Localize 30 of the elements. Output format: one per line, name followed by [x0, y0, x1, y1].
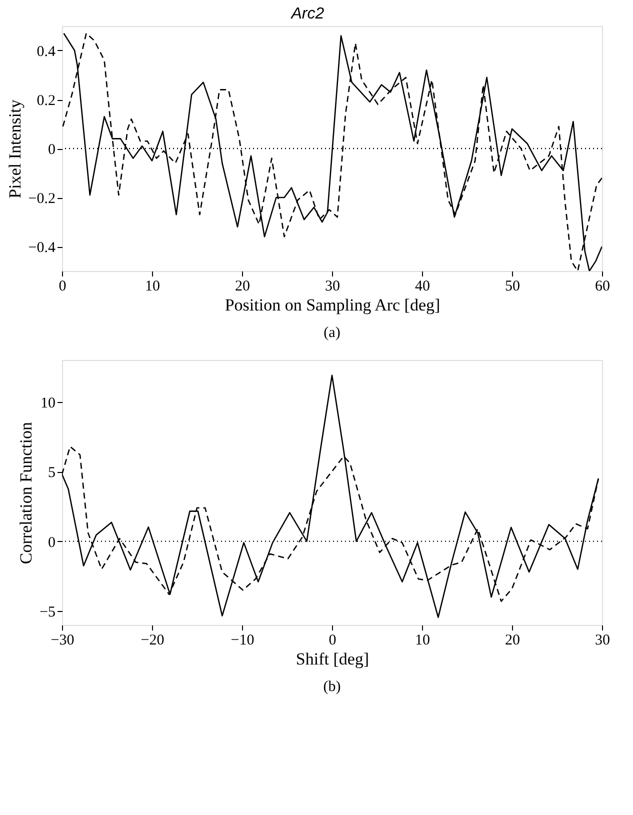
y-tick-label: 0.2: [36, 93, 56, 109]
y-tick-label: 0.4: [36, 44, 56, 60]
x-tick-label: 0: [58, 278, 66, 294]
y-axis-title: Pixel Intensity: [5, 99, 24, 198]
x-tick-label: 30: [595, 632, 610, 648]
x-tick-label: −30: [50, 632, 74, 648]
x-tick-label: 10: [145, 278, 160, 294]
x-tick-label: 0: [328, 632, 336, 648]
x-tick-label: 20: [235, 278, 250, 294]
y-tick-label: 10: [40, 395, 56, 412]
y-axis-title: Correlation Function: [16, 421, 36, 564]
chart-title: Arc2: [290, 6, 324, 22]
x-tick-label: 60: [595, 278, 610, 294]
x-tick-label: 40: [415, 278, 430, 294]
y-tick-label: 0: [48, 142, 56, 158]
x-tick-label: −20: [140, 632, 164, 648]
x-tick-label: 10: [415, 632, 430, 648]
y-tick-label: 0: [48, 534, 56, 551]
x-tick-label: −10: [230, 632, 254, 648]
y-tick-label: −5: [40, 604, 56, 621]
y-tick-label: −0.4: [28, 240, 56, 256]
x-axis-title: Shift [deg]: [296, 650, 370, 668]
x-tick-label: 20: [505, 632, 520, 648]
y-tick-label: 5: [48, 465, 56, 482]
x-axis-title: Position on Sampling Arc [deg]: [224, 296, 440, 314]
text: (b): [323, 679, 341, 695]
x-tick-label: 50: [505, 278, 520, 294]
x-tick-label: 30: [325, 278, 340, 294]
y-tick-label: −0.2: [28, 191, 56, 207]
text: (a): [324, 325, 340, 341]
